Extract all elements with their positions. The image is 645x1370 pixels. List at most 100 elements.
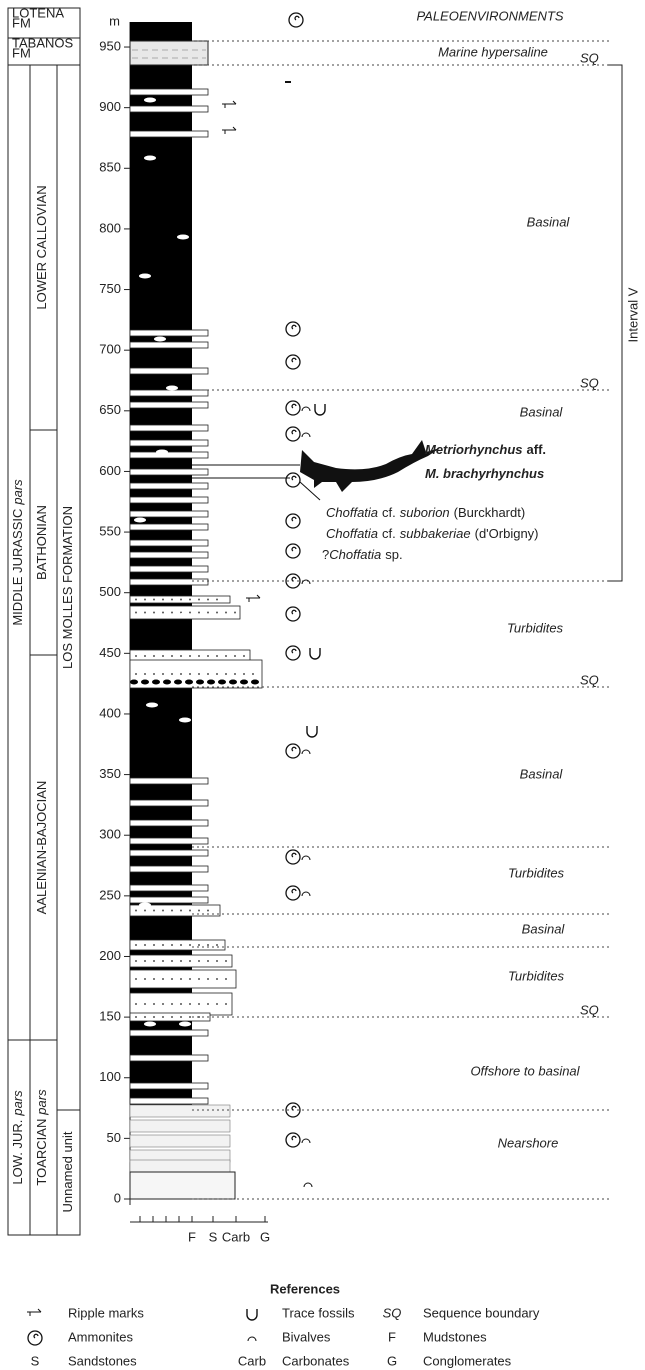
bivalve-symbol: [302, 407, 310, 411]
grain: [243, 655, 245, 657]
bed: [130, 440, 208, 446]
bivalve-symbol: [302, 580, 310, 584]
ammonite-symbol: [292, 747, 296, 751]
grain: [153, 944, 155, 946]
trace-symbol: [315, 404, 325, 415]
grain: [144, 944, 146, 946]
grain: [189, 673, 191, 675]
bed: [130, 1030, 208, 1036]
grain: [171, 673, 173, 675]
ammonite-name-part: (d'Orbigny): [475, 526, 539, 541]
ammonite-name: Choffatiacf.subbakeriae(d'Orbigny): [326, 526, 539, 541]
bivalve-symbol: [302, 433, 310, 437]
legend-label: Sequence boundary: [423, 1305, 540, 1320]
legend-label: Conglomerates: [423, 1353, 512, 1368]
bed: [130, 838, 208, 844]
bed: [130, 342, 208, 348]
y-tick-label: 200: [99, 948, 121, 963]
grain: [171, 655, 173, 657]
bed: [130, 524, 208, 530]
grain: [171, 612, 173, 614]
grain: [198, 944, 200, 946]
legend-code: Carb: [238, 1353, 266, 1368]
gravel: [185, 680, 193, 685]
grain: [225, 655, 227, 657]
grain: [189, 910, 191, 912]
grain: [144, 612, 146, 614]
fossil-name: Metriorhynchusaff.: [425, 442, 546, 457]
legend-label: Mudstones: [423, 1329, 487, 1344]
ammonite-symbol: [292, 1136, 296, 1140]
ammonite-symbol: [292, 430, 296, 434]
grain: [180, 599, 182, 601]
ammonite-symbol: [292, 404, 296, 408]
gravel: [207, 680, 215, 685]
grain: [153, 599, 155, 601]
environment-label: Basinal: [520, 404, 564, 419]
environment-label: Turbidites: [507, 620, 564, 635]
ammonite-name-part: subbakeriae: [400, 526, 471, 541]
y-tick-label: 50: [107, 1130, 121, 1145]
bed: [130, 1098, 208, 1104]
ammonite-symbol: [292, 853, 296, 857]
ammonite-name-part: Choffatia: [326, 505, 378, 520]
grain: [252, 673, 254, 675]
grain: [207, 612, 209, 614]
bivalve-symbol: [304, 1183, 312, 1187]
grain: [144, 655, 146, 657]
ammonite-name-part: ?: [322, 547, 329, 562]
system-label-part: pars: [10, 479, 25, 506]
bed: [130, 540, 208, 546]
lens: [154, 337, 166, 342]
stage-label: BATHONIAN: [34, 505, 49, 580]
bed: [130, 866, 208, 872]
bed: [130, 850, 208, 856]
bed: [130, 552, 208, 558]
bed: [130, 330, 208, 336]
legend-label: Bivalves: [282, 1329, 331, 1344]
x-tick-label: G: [260, 1229, 270, 1244]
grain: [180, 673, 182, 675]
environment-label: Nearshore: [498, 1135, 559, 1150]
lens: [134, 518, 146, 523]
grain: [162, 960, 164, 962]
formation-label-part: Unnamed unit: [60, 1131, 75, 1212]
sequence-boundary: SQ: [580, 1002, 599, 1017]
grain: [153, 1003, 155, 1005]
ammonite-symbol: [292, 358, 296, 362]
grain: [189, 599, 191, 601]
ammonite-symbol: [292, 577, 296, 581]
grain: [135, 655, 137, 657]
nearshore-bed: [130, 1105, 230, 1117]
bed: [130, 89, 208, 95]
bivalve-symbol: [302, 856, 310, 860]
bed: [130, 800, 208, 806]
system-label-part: pars: [10, 1090, 25, 1117]
grain: [189, 655, 191, 657]
fossil-name-part: aff.: [527, 442, 547, 457]
ammonite-symbol: [292, 476, 296, 480]
grain: [189, 1003, 191, 1005]
grain: [216, 978, 218, 980]
y-tick-label: 550: [99, 524, 121, 539]
grain: [180, 910, 182, 912]
environment-label: Turbidites: [508, 968, 565, 983]
grain: [153, 978, 155, 980]
grain: [198, 960, 200, 962]
grain: [216, 960, 218, 962]
y-tick-label: 600: [99, 463, 121, 478]
grain: [216, 1003, 218, 1005]
bed: [130, 483, 208, 489]
grain: [207, 978, 209, 980]
y-tick-label: 0: [114, 1190, 121, 1205]
bivalve-symbol: [302, 892, 310, 896]
formation-label-part: LOS MOLLES FORMATION: [60, 506, 75, 669]
system-label-part: LOW. JUR.: [10, 1120, 25, 1185]
y-tick-label: 350: [99, 766, 121, 781]
gravel: [240, 680, 248, 685]
environment-label: Basinal: [527, 214, 571, 229]
bed: [130, 425, 208, 431]
grain: [207, 1003, 209, 1005]
gravel: [218, 680, 226, 685]
legend-code: SQ: [383, 1305, 402, 1320]
